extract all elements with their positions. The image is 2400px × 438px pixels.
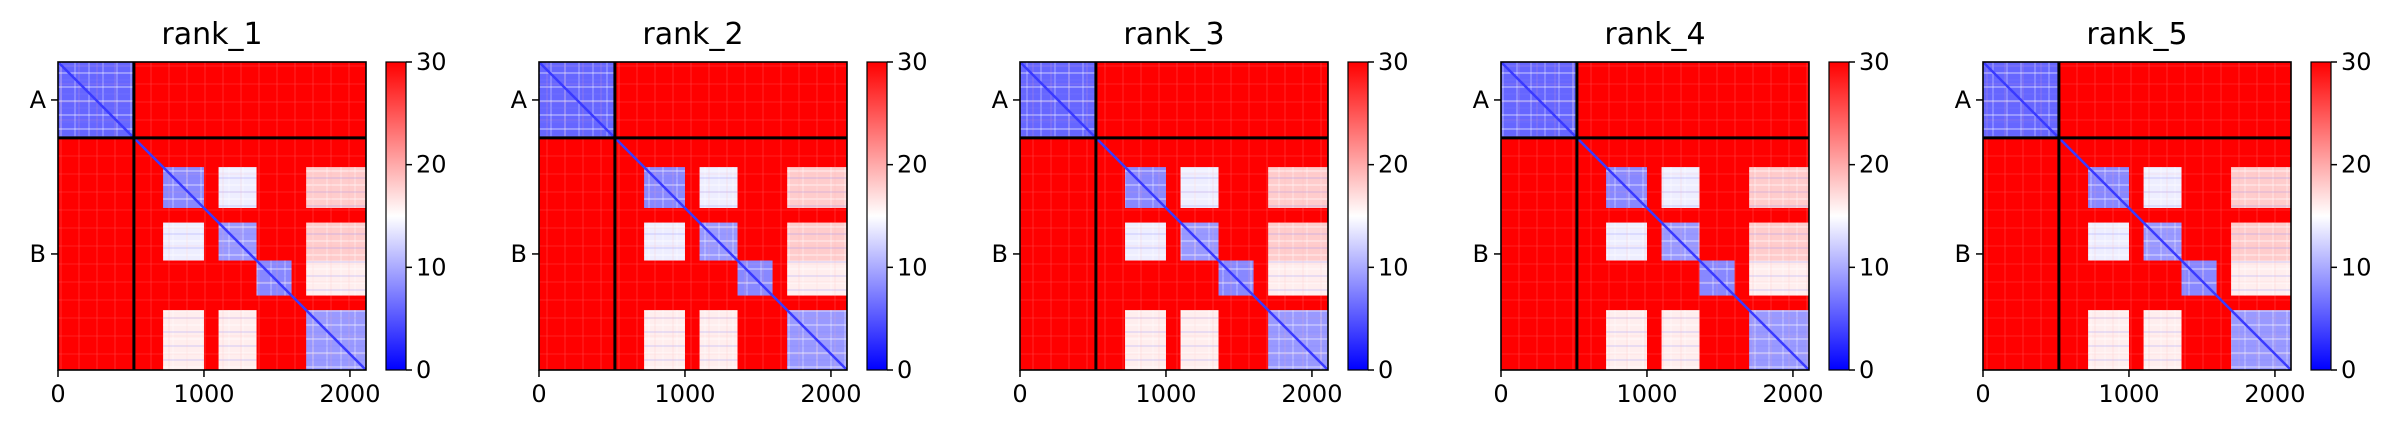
colorbar-gradient — [1347, 61, 1369, 371]
y-chain-label: A — [511, 86, 528, 114]
diagonal-line — [1501, 62, 1809, 370]
y-chain-label: A — [992, 86, 1009, 114]
colorbar-tick-label: 10 — [416, 253, 447, 281]
colorbar-tick-label: 0 — [2341, 356, 2356, 384]
plot-frame — [1982, 61, 2292, 371]
colorbar: 0 10 20 30 — [2310, 48, 2372, 384]
colorbar-tick-label: 0 — [897, 356, 912, 384]
heatmap-panel-3: rank_3 0 1000 2000 A B 0 10 20 30 — [992, 17, 1409, 408]
colorbar-tick-label: 30 — [1859, 48, 1890, 76]
x-tick-label: 2000 — [1281, 380, 1342, 408]
colorbar-tick-label: 10 — [2341, 253, 2372, 281]
plot-frame — [538, 61, 848, 371]
colorbar-tick-label: 0 — [1378, 356, 1393, 384]
x-tick-label: 2000 — [800, 380, 861, 408]
colorbar-tick-label: 0 — [416, 356, 431, 384]
y-chain-label: B — [30, 240, 46, 268]
plot-frame — [1019, 61, 1329, 371]
y-chain-label: B — [1955, 240, 1971, 268]
panel-title: rank_3 — [1123, 17, 1224, 52]
colorbar-tick-label: 10 — [1859, 253, 1890, 281]
colorbar-gradient — [866, 61, 888, 371]
colorbar-tick-label: 30 — [416, 48, 447, 76]
plot-frame — [57, 61, 367, 371]
colorbar-tick-label: 20 — [1859, 151, 1890, 179]
colorbar-tick-label: 30 — [1378, 48, 1409, 76]
x-tick-label: 0 — [50, 380, 65, 408]
panel-title: rank_1 — [161, 17, 262, 52]
x-tick-label: 1000 — [1616, 380, 1677, 408]
colorbar-tick-label: 10 — [1378, 253, 1409, 281]
x-tick-label: 0 — [1975, 380, 1990, 408]
y-chain-label: B — [511, 240, 527, 268]
heatmap-area — [539, 62, 847, 370]
diagonal-line — [539, 62, 847, 370]
heatmap-area — [1501, 62, 1809, 370]
colorbar-tick-label: 10 — [897, 253, 928, 281]
heatmap-panel-4: rank_4 0 1000 2000 A B 0 10 20 30 — [1473, 17, 1890, 408]
x-tick-label: 2000 — [1762, 380, 1823, 408]
colorbar-tick-label: 20 — [416, 151, 447, 179]
y-chain-label: B — [1473, 240, 1489, 268]
x-tick-label: 2000 — [319, 380, 380, 408]
diagonal-line — [1020, 62, 1328, 370]
colorbar-gradient — [2310, 61, 2332, 371]
x-tick-label: 1000 — [173, 380, 234, 408]
heatmap-panel-5: rank_5 0 1000 2000 A B 0 10 20 30 — [1955, 17, 2372, 408]
colorbar: 0 10 20 30 — [1828, 48, 1890, 384]
colorbar-tick-label: 30 — [2341, 48, 2372, 76]
x-tick-label: 0 — [1493, 380, 1508, 408]
colorbar-tick-label: 0 — [1859, 356, 1874, 384]
colorbar-tick-label: 30 — [897, 48, 928, 76]
x-tick-label: 0 — [1012, 380, 1027, 408]
x-tick-label: 1000 — [654, 380, 715, 408]
diagonal-line — [58, 62, 366, 370]
panel-title: rank_4 — [1604, 17, 1705, 52]
heatmap-panel-2: rank_2 0 1000 2000 A B 0 10 20 30 — [511, 17, 928, 408]
plot-frame — [1500, 61, 1810, 371]
colorbar: 0 10 20 30 — [866, 48, 928, 384]
colorbar-tick-label: 20 — [897, 151, 928, 179]
heatmap-panel-1: rank_1 0 1000 2000 A B 0 10 20 30 — [30, 17, 447, 408]
colorbar: 0 10 20 30 — [385, 48, 447, 384]
panel-title: rank_5 — [2086, 17, 2187, 52]
x-tick-label: 1000 — [1135, 380, 1196, 408]
colorbar-gradient — [385, 61, 407, 371]
heatmap-area — [58, 62, 366, 370]
heatmap-area — [1983, 62, 2291, 370]
y-chain-label: A — [1955, 86, 1972, 114]
panel-title: rank_2 — [642, 17, 743, 52]
colorbar: 0 10 20 30 — [1347, 48, 1409, 384]
heatmap-area — [1020, 62, 1328, 370]
diagonal-line — [1983, 62, 2291, 370]
x-tick-label: 0 — [531, 380, 546, 408]
colorbar-gradient — [1828, 61, 1850, 371]
colorbar-tick-label: 20 — [1378, 151, 1409, 179]
x-tick-label: 1000 — [2098, 380, 2159, 408]
colorbar-tick-label: 20 — [2341, 151, 2372, 179]
y-chain-label: A — [30, 86, 47, 114]
y-chain-label: A — [1473, 86, 1490, 114]
y-chain-label: B — [992, 240, 1008, 268]
x-tick-label: 2000 — [2244, 380, 2305, 408]
